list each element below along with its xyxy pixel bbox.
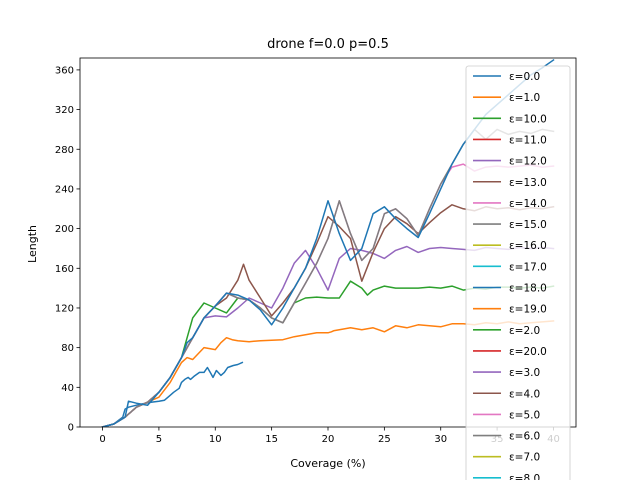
legend-entry: ε=1.0 [509,92,540,104]
legend-entry: ε=11.0 [509,134,547,146]
legend-entry: ε=14.0 [509,198,547,210]
y-tick-label: 320 [55,105,74,116]
y-tick-label: 280 [55,145,74,156]
legend-entry: ε=16.0 [509,240,547,252]
x-tick-label: 10 [209,434,222,445]
y-tick-label: 200 [55,224,74,235]
legend-entry: ε=10.0 [509,113,547,125]
legend-entry: ε=20.0 [509,346,547,358]
legend-entry: ε=13.0 [509,177,547,189]
legend-entry: ε=15.0 [509,219,547,231]
legend-entry: ε=8.0 [509,473,540,480]
legend-entry: ε=18.0 [509,283,547,295]
y-axis-label: Length [26,225,39,263]
plot-area [101,58,555,427]
legend-entry: ε=2.0 [509,325,540,337]
legend: ε=0.0 ε=1.0 ε=10.0 ε=11.0 ε=12.0 ε=13.0 ε=14.0… [465,65,571,480]
series-line-1 [101,361,244,427]
legend-entry: ε=7.0 [509,452,540,464]
y-tick-label: 240 [55,184,74,195]
x-tick-label: 0 [99,434,105,445]
y-tick-label: 40 [61,383,74,394]
legend-entry: ε=3.0 [509,367,540,379]
x-tick-label: 5 [156,434,162,445]
legend-box [465,65,571,480]
legend-entry: ε=12.0 [509,156,547,168]
series-lines [101,58,555,427]
chart-title: drone f=0.0 p=0.5 [267,37,389,52]
x-tick-label: 30 [434,434,447,445]
legend-entry: ε=4.0 [509,388,540,400]
y-tick-label: 160 [55,264,74,275]
y-tick-label: 120 [55,303,74,314]
legend-entry: ε=5.0 [509,409,540,421]
y-tick-label: 80 [61,343,74,354]
x-tick-label: 25 [378,434,391,445]
x-tick-label: 20 [322,434,335,445]
legend-entry: ε=19.0 [509,304,547,316]
legend-entry: ε=17.0 [509,261,547,273]
y-tick-label: 360 [55,65,74,76]
x-tick-label: 15 [265,434,278,445]
legend-entry: ε=6.0 [509,431,540,443]
legend-entry: ε=0.0 [509,71,540,83]
x-axis-label: Coverage (%) [290,457,365,470]
y-tick-label: 0 [68,423,74,434]
